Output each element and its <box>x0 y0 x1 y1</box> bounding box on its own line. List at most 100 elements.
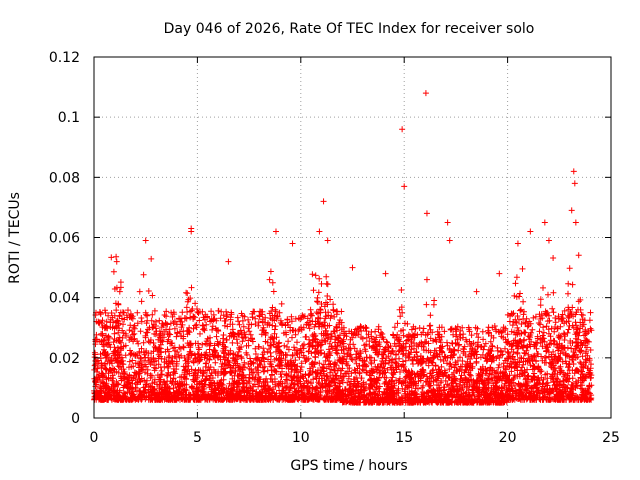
axis-ticks <box>93 56 612 419</box>
data-point <box>442 354 449 361</box>
data-point <box>111 348 118 355</box>
data-point <box>277 357 284 364</box>
x-axis-label: GPS time / hours <box>290 458 407 474</box>
data-point <box>496 270 503 277</box>
x-tick-label: 10 <box>292 430 310 446</box>
data-point <box>113 324 120 331</box>
data-point <box>512 342 519 349</box>
data-point <box>459 363 466 370</box>
data-point <box>444 219 451 226</box>
data-point <box>115 369 122 376</box>
data-point <box>571 180 578 187</box>
data-point <box>541 219 548 226</box>
data-point <box>142 309 149 316</box>
data-point <box>161 363 168 370</box>
data-point <box>113 258 120 265</box>
data-point <box>401 363 408 370</box>
data-point <box>529 357 536 364</box>
data-point <box>517 354 524 361</box>
chart-title: Day 046 of 2026, Rate Of TEC Index for r… <box>164 21 535 37</box>
data-point <box>181 366 188 373</box>
data-point <box>136 360 143 367</box>
data-point <box>554 357 561 364</box>
data-point <box>434 351 441 358</box>
data-point <box>219 360 226 367</box>
data-points <box>91 90 595 406</box>
data-point <box>335 339 342 346</box>
data-point <box>537 339 544 346</box>
data-point <box>423 276 430 283</box>
data-point <box>119 357 126 364</box>
data-point <box>322 357 329 364</box>
data-point <box>399 126 406 133</box>
data-point <box>235 348 242 355</box>
data-point <box>471 351 478 358</box>
data-point <box>318 330 325 337</box>
data-point <box>446 237 453 244</box>
data-point <box>132 351 139 358</box>
data-point <box>188 225 195 232</box>
y-tick-label: 0.1 <box>58 110 80 126</box>
data-point <box>454 357 461 364</box>
data-point <box>128 363 135 370</box>
data-point <box>177 345 184 352</box>
x-tick-label: 15 <box>395 430 413 446</box>
data-point <box>568 207 575 214</box>
data-point <box>268 363 275 370</box>
data-point <box>450 369 457 376</box>
data-point <box>289 351 296 358</box>
data-point <box>272 348 279 355</box>
data-point <box>417 360 424 367</box>
data-point <box>173 360 180 367</box>
x-tick-labels: 0 5 10 15 20 25 <box>90 430 620 446</box>
data-point <box>372 363 379 370</box>
x-tick-label: 25 <box>602 430 620 446</box>
data-point <box>244 351 251 358</box>
data-point <box>473 288 480 295</box>
data-point <box>324 237 331 244</box>
data-point <box>124 375 131 382</box>
data-point <box>380 360 387 367</box>
data-point <box>202 363 209 370</box>
x-tick-label: 0 <box>90 430 99 446</box>
data-point <box>316 228 323 235</box>
data-point <box>92 378 99 385</box>
data-point <box>198 351 205 358</box>
data-point <box>527 228 534 235</box>
data-point <box>256 360 263 367</box>
data-point <box>99 372 106 379</box>
data-point <box>355 351 362 358</box>
data-point <box>289 240 296 247</box>
data-point <box>430 366 437 373</box>
data-point <box>388 357 395 364</box>
data-point <box>206 342 213 349</box>
data-point <box>570 168 577 175</box>
data-point <box>562 351 569 358</box>
data-point <box>314 342 321 349</box>
data-point <box>103 354 110 361</box>
data-point <box>157 348 164 355</box>
data-point <box>533 345 540 352</box>
data-point <box>285 360 292 367</box>
data-point <box>401 183 408 190</box>
data-point <box>438 363 445 370</box>
data-point <box>541 354 548 361</box>
data-point <box>339 354 346 361</box>
data-point <box>225 258 232 265</box>
data-point <box>422 90 429 97</box>
data-point <box>169 354 176 361</box>
data-point <box>421 339 428 346</box>
data-point <box>363 369 370 376</box>
y-axis-label: ROTI / TECUs <box>7 192 23 284</box>
data-point <box>320 198 327 205</box>
data-point <box>293 366 300 373</box>
data-point <box>140 339 147 346</box>
data-point <box>297 345 304 352</box>
data-point <box>521 336 528 343</box>
data-point <box>252 345 259 352</box>
data-point <box>260 354 267 361</box>
data-point <box>239 363 246 370</box>
data-point <box>382 270 389 277</box>
data-point <box>566 360 573 367</box>
